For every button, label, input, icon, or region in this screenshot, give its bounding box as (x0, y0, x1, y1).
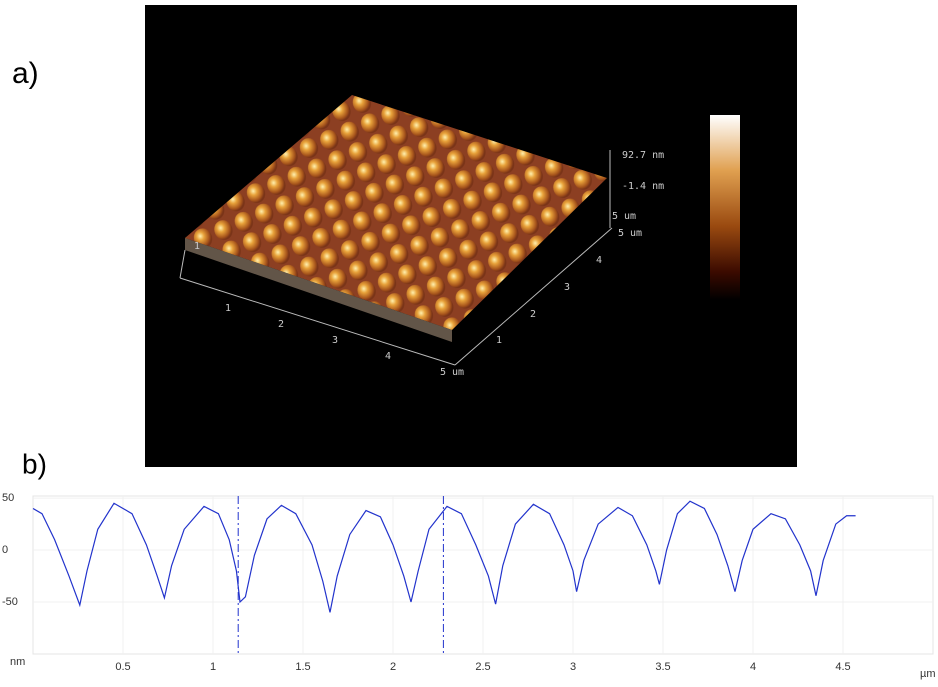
y-tick-label: 0 (2, 544, 8, 556)
figure: a) 92.7 nm -1.4 nm 5 um 1 b) 1 2 3 4 5 um 1 2 3… (0, 0, 938, 682)
left-tick: 1 (194, 241, 200, 252)
x-tick-label: 0.5 (115, 661, 130, 673)
color-bar (710, 115, 740, 300)
y-tick-label: -50 (2, 596, 18, 608)
front-axis-label: 3 (332, 335, 338, 346)
x-tick-label: 4.5 (835, 661, 850, 673)
y-unit: nm (10, 656, 25, 668)
front-axis-label: 1 (225, 303, 231, 314)
panel-label: a) (12, 57, 39, 90)
x-tick-label: 4 (750, 661, 756, 673)
z-axis-label: 5 um (612, 211, 636, 222)
scale-max: 92.7 nm (622, 150, 664, 161)
x-tick-label: 2.5 (475, 661, 490, 673)
right-axis-label: 4 (596, 255, 602, 266)
x-tick-label: 1.5 (295, 661, 310, 673)
x-tick-label: 3 (570, 661, 576, 673)
panel-label: b) (22, 448, 47, 479)
x-tick-label: 1 (210, 661, 216, 673)
front-axis-label: 4 (385, 351, 391, 362)
right-axis-label: 3 (564, 282, 570, 293)
y-tick-label: 50 (2, 492, 14, 504)
right-axis-label: 2 (530, 309, 536, 320)
right-axis-label: 5 um (618, 228, 642, 239)
front-axis-label: 5 um (440, 367, 464, 378)
x-tick-label: 3.5 (655, 661, 670, 673)
front-axis-label: 2 (278, 319, 284, 330)
x-unit: µm (920, 668, 936, 680)
scale-min: -1.4 nm (622, 181, 664, 192)
right-axis-label: 1 (496, 335, 502, 346)
x-tick-label: 2 (390, 661, 396, 673)
